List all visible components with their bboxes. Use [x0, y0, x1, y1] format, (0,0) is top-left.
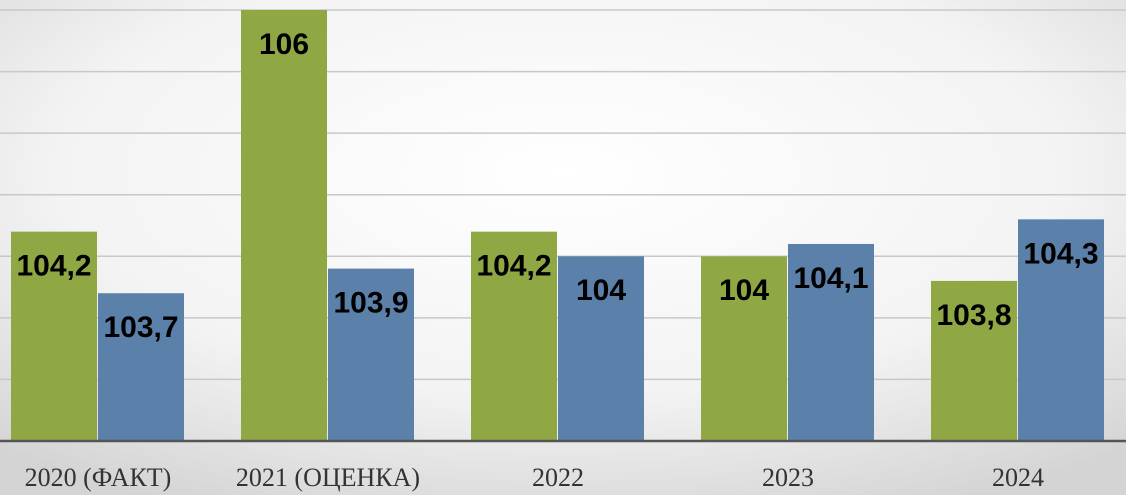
- data-label: 106: [259, 28, 309, 61]
- bar: [328, 268, 414, 441]
- data-label: 103,9: [333, 287, 408, 320]
- x-tick-label: 2023: [762, 463, 814, 492]
- data-label: 104: [576, 274, 626, 307]
- data-label: 104,2: [476, 250, 551, 283]
- data-label: 103,8: [936, 299, 1011, 332]
- bar: [788, 243, 874, 441]
- data-label: 103,7: [103, 311, 178, 344]
- x-tick-label: 2024: [992, 463, 1044, 492]
- data-label: 104: [719, 274, 769, 307]
- data-label: 104,1: [793, 262, 868, 295]
- bar: [558, 256, 644, 441]
- bar: [931, 280, 1017, 441]
- bar: [701, 256, 787, 441]
- data-label: 104,2: [16, 250, 91, 283]
- bar: [1018, 219, 1104, 441]
- bar: [471, 231, 557, 441]
- bar: [11, 231, 97, 441]
- x-tick-label: 2020 (ФАКТ): [25, 463, 172, 492]
- data-label: 104,3: [1023, 237, 1098, 270]
- bar: [98, 293, 184, 441]
- x-tick-label: 2021 (ОЦЕНКА): [236, 463, 420, 492]
- x-tick-label: 2022: [532, 463, 584, 492]
- bar: [241, 10, 327, 441]
